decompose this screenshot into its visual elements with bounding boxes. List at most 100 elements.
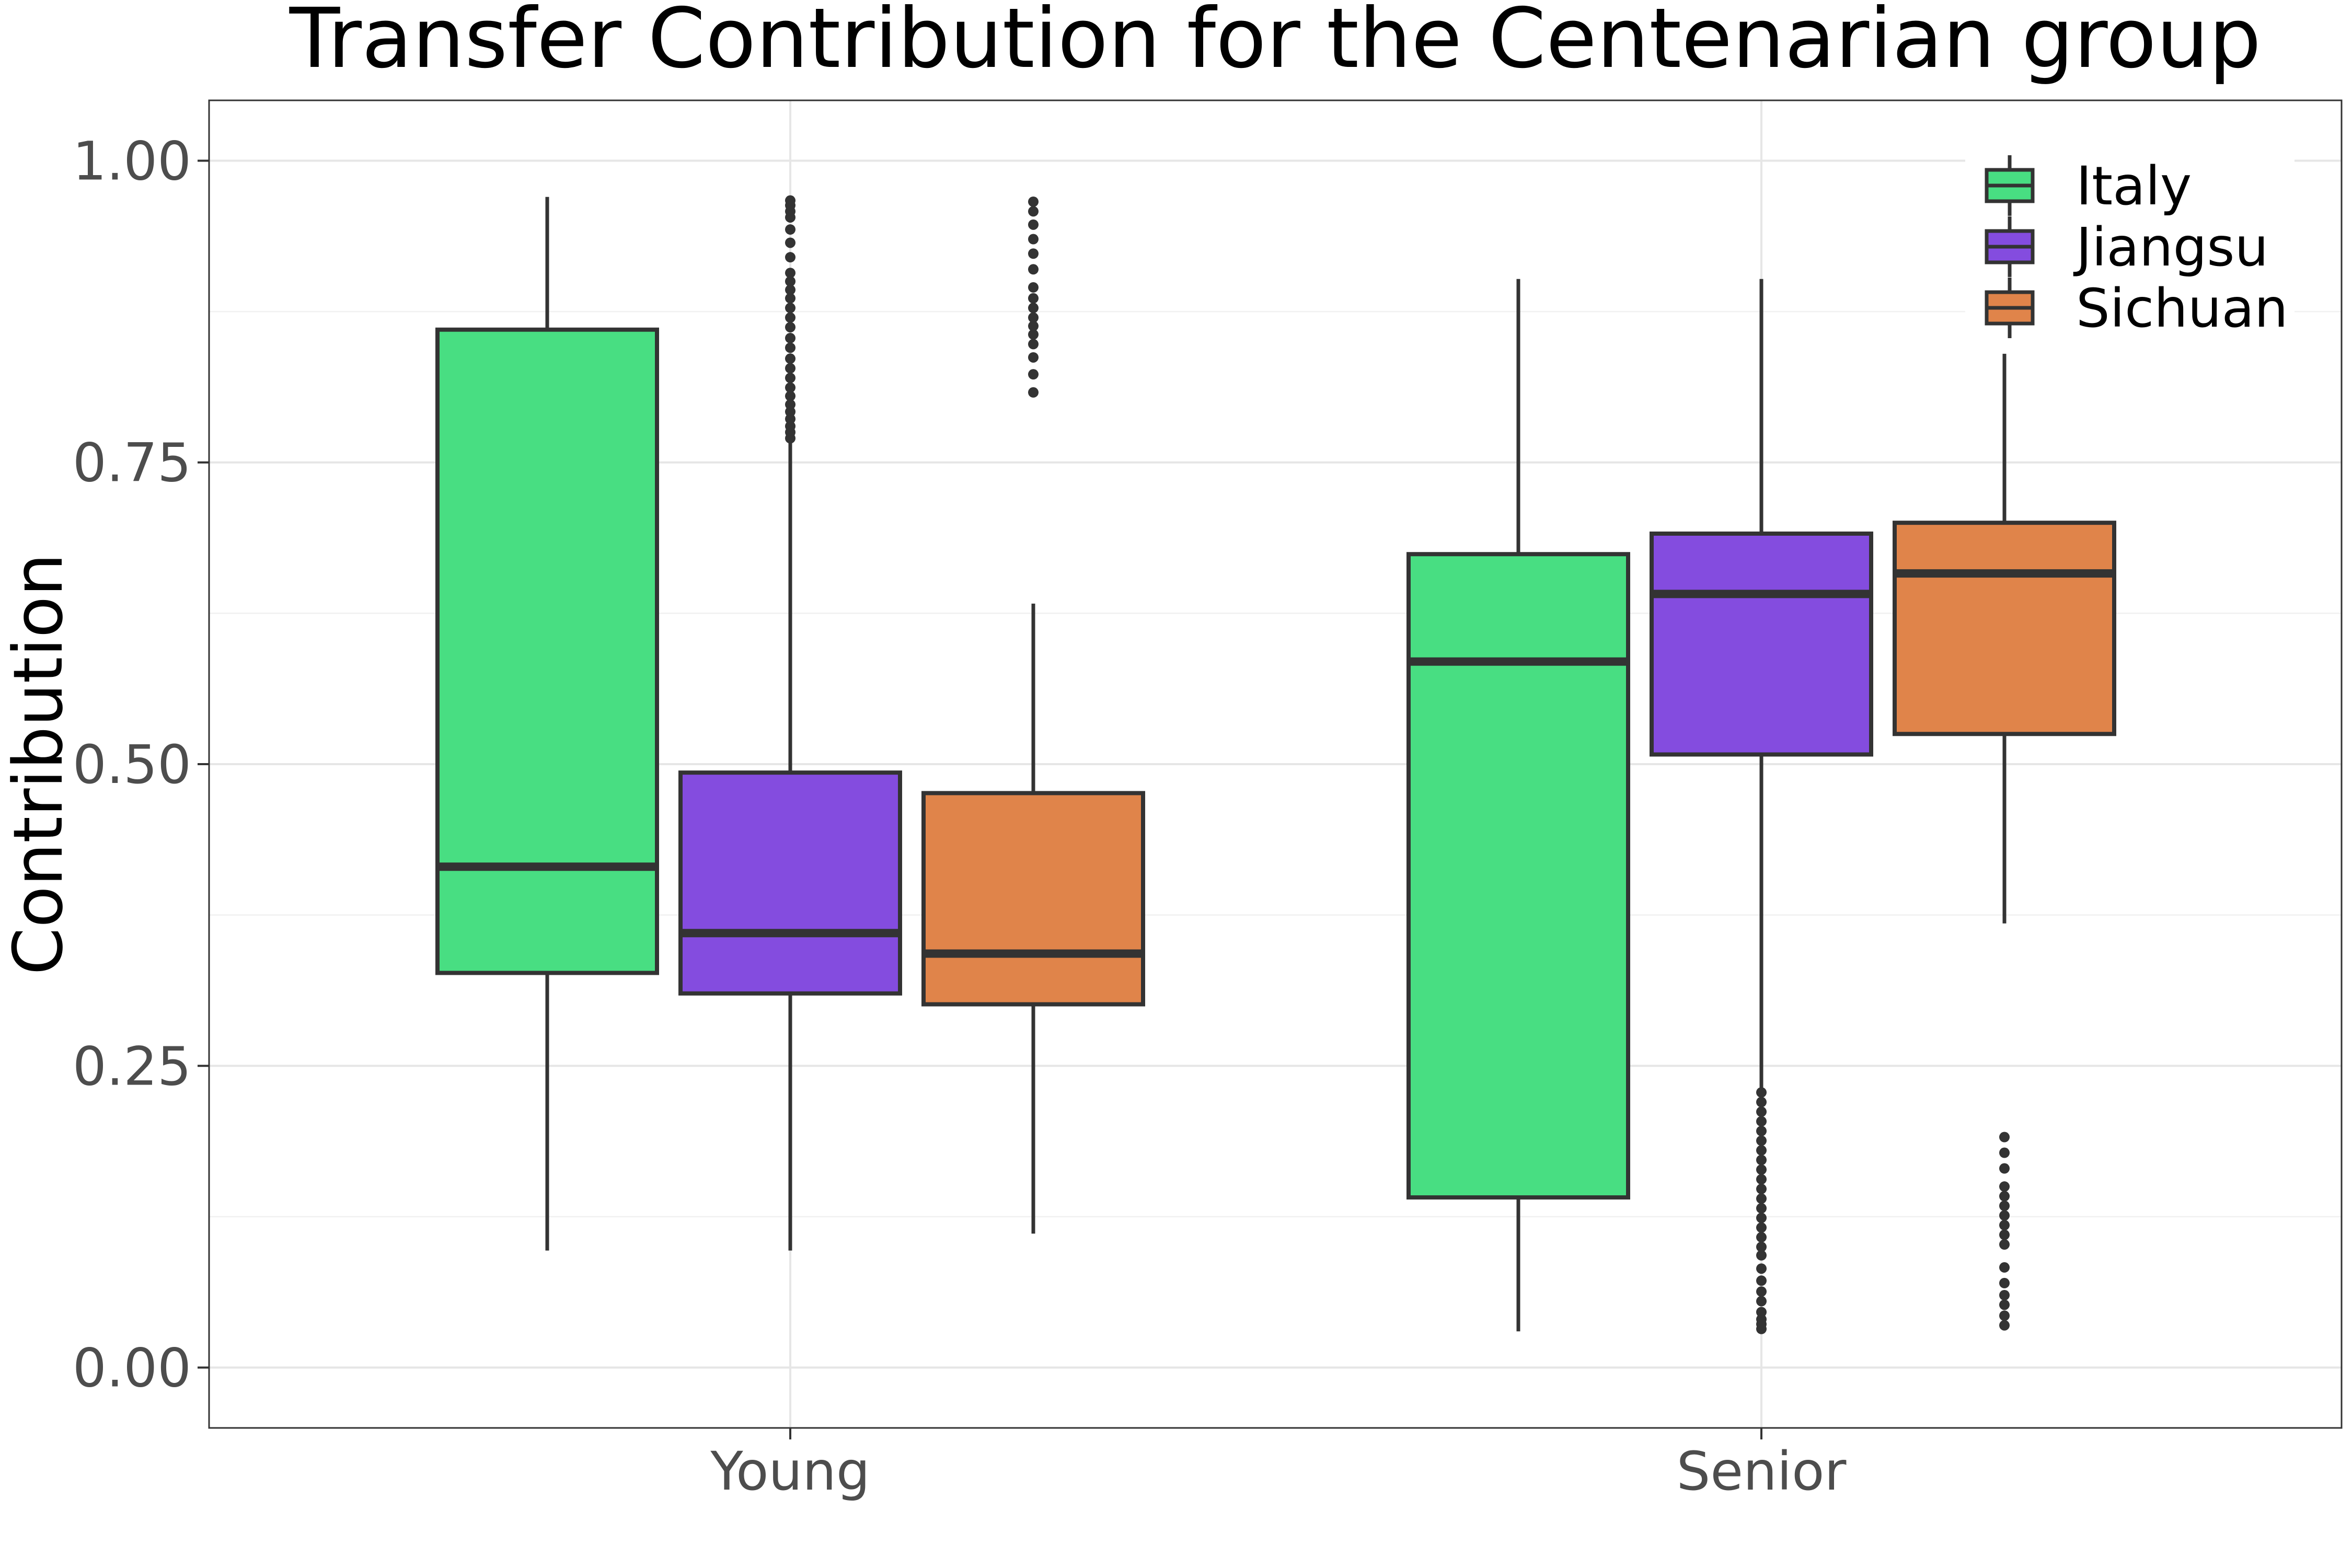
outlier-point <box>1756 1183 1767 1194</box>
outlier-point <box>785 353 795 364</box>
x-tick-label: Young <box>710 1440 870 1503</box>
box-italy-young <box>435 197 659 1251</box>
outlier-point <box>1028 369 1039 380</box>
outlier-point <box>785 363 795 374</box>
outlier-point <box>1756 1106 1767 1117</box>
outlier-point <box>1999 1277 2010 1288</box>
outlier-point <box>1999 1181 2010 1192</box>
y-axis-title: Contribution <box>0 553 78 975</box>
outlier-point <box>1756 1125 1767 1136</box>
outlier-point <box>1999 1163 2010 1174</box>
outlier-point <box>785 390 795 401</box>
outlier-point <box>1756 1203 1767 1214</box>
x-tick-label: Senior <box>1677 1440 1847 1503</box>
outlier-point <box>785 322 795 333</box>
outlier-point <box>785 268 795 279</box>
box-jiangsu-senior <box>1650 279 1873 1334</box>
outlier-point <box>1756 1135 1767 1146</box>
outlier-point <box>785 252 795 263</box>
outlier-point <box>1756 1174 1767 1185</box>
outlier-point <box>1756 1193 1767 1204</box>
outlier-point <box>1756 1164 1767 1175</box>
box-sichuan-senior <box>1893 353 2116 1331</box>
outlier-point <box>1028 339 1039 350</box>
outlier-point <box>1756 1263 1767 1274</box>
outlier-point <box>1999 1320 2010 1331</box>
outlier-point <box>1756 1087 1767 1098</box>
legend-label: Jiangsu <box>2073 216 2268 279</box>
outlier-point <box>785 312 795 323</box>
box-body <box>921 791 1145 1007</box>
outlier-point <box>1999 1132 2010 1143</box>
outlier-point <box>785 303 795 314</box>
legend-label: Italy <box>2076 155 2192 217</box>
box-body <box>678 770 902 996</box>
outlier-point <box>785 406 795 417</box>
outlier-point <box>1756 1155 1767 1166</box>
outlier-point <box>1028 234 1039 245</box>
outlier-point <box>1756 1286 1767 1297</box>
outlier-point <box>1028 352 1039 363</box>
outlier-point <box>1756 1275 1767 1286</box>
outlier-point <box>1028 303 1039 314</box>
outlier-point <box>1999 1191 2010 1202</box>
legend-item-jiangsu: Jiangsu <box>1985 216 2268 279</box>
outlier-point <box>1756 1250 1767 1261</box>
outlier-point <box>1756 1296 1767 1307</box>
outlier-point <box>785 382 795 393</box>
outlier-point <box>785 413 795 424</box>
y-tick-label: 0.25 <box>73 1035 191 1098</box>
outlier-point <box>1999 1299 2010 1310</box>
outlier-point <box>1028 320 1039 331</box>
chart-title: Transfer Contribution for the Centenaria… <box>289 0 2261 87</box>
box-jiangsu-young <box>678 195 902 1251</box>
outlier-point <box>1999 1201 2010 1212</box>
outlier-point <box>1028 293 1039 304</box>
outlier-point <box>785 342 795 353</box>
outlier-point <box>1756 1097 1767 1108</box>
outlier-point <box>1756 1307 1767 1318</box>
outlier-point <box>1999 1210 2010 1221</box>
outlier-point <box>785 421 795 432</box>
outlier-point <box>1999 1290 2010 1300</box>
y-tick-label: 0.50 <box>73 734 191 796</box>
outlier-point <box>1756 1232 1767 1243</box>
box-body <box>435 327 659 975</box>
box-italy-senior <box>1406 279 1630 1332</box>
outlier-point <box>785 399 795 410</box>
y-tick-label: 1.00 <box>73 130 191 192</box>
outlier-point <box>1756 1116 1767 1127</box>
legend-item-sichuan: Sichuan <box>1985 278 2288 340</box>
outlier-point <box>1756 1145 1767 1156</box>
box-body <box>1650 531 1873 757</box>
outlier-point <box>785 293 795 304</box>
box-body <box>1406 552 1630 1200</box>
boxes <box>435 195 2116 1334</box>
outlier-point <box>1999 1262 2010 1273</box>
outlier-point <box>1028 264 1039 275</box>
outlier-point <box>1028 282 1039 293</box>
y-axis: 0.00 0.25 0.50 0.75 1.00 <box>73 130 209 1400</box>
outlier-point <box>785 284 795 295</box>
outlier-point <box>1028 312 1039 323</box>
outlier-point <box>1756 1241 1767 1252</box>
outlier-point <box>785 237 795 248</box>
x-axis: Young Senior <box>710 1428 1846 1503</box>
outlier-point <box>1756 1213 1767 1224</box>
outlier-point <box>1028 387 1039 398</box>
outlier-point <box>1999 1310 2010 1321</box>
outlier-point <box>785 276 795 287</box>
legend-item-italy: Italy <box>1985 155 2192 217</box>
outlier-point <box>785 224 795 235</box>
outlier-point <box>785 373 795 384</box>
outlier-point <box>1999 1220 2010 1231</box>
box-body <box>1893 521 2116 736</box>
legend-label: Sichuan <box>2076 278 2288 340</box>
outlier-point <box>1756 1222 1767 1233</box>
y-tick-label: 0.75 <box>73 432 191 494</box>
box-sichuan-young <box>921 196 1145 1234</box>
outlier-point <box>1028 206 1039 217</box>
outlier-point <box>1028 219 1039 230</box>
